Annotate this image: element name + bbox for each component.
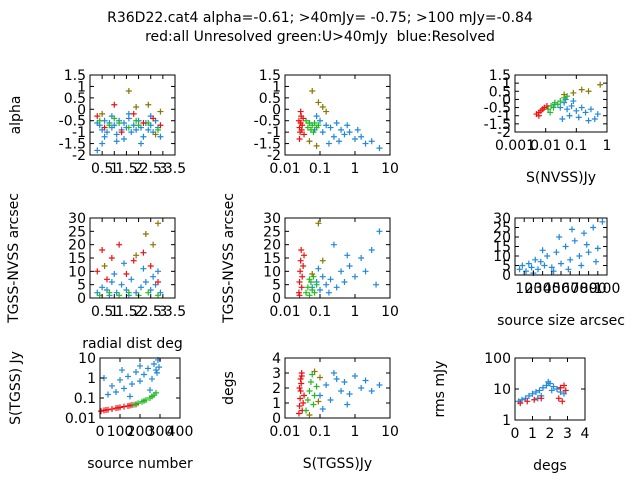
x-axis-label: source size arcsec	[497, 313, 625, 329]
x-tick-label: 4	[581, 426, 590, 442]
y-tick-label: 0	[272, 411, 281, 427]
y-tick-label: 30	[263, 211, 281, 227]
y-tick-label: 1	[87, 371, 96, 387]
x-tick-label: 1	[603, 138, 612, 154]
y-tick-label: 10	[78, 351, 96, 367]
x-tick-label: 3.5	[164, 304, 186, 320]
x-tick-label: 10	[381, 424, 399, 440]
x-tick-label: 1	[351, 424, 360, 440]
x-axis-label: S(NVSS)Jy	[526, 170, 596, 186]
y-tick-label: 30	[493, 211, 511, 227]
x-tick-label: 0.1	[309, 424, 331, 440]
x-tick-label: 0.1	[309, 161, 331, 177]
y-tick-label: 30	[68, 211, 86, 227]
x-tick-label: 1	[528, 426, 537, 442]
figure-canvas: R36D22.cat4 alpha=-0.61; >40mJy= -0.75; …	[0, 0, 640, 480]
y-axis-label: alpha	[8, 96, 24, 135]
x-tick-label: 0.1	[565, 138, 587, 154]
x-tick-label: 10	[381, 304, 399, 320]
x-axis-label: radial dist deg	[82, 336, 182, 352]
y-axis-label: degs	[221, 371, 237, 405]
y-tick-label: 1	[502, 413, 511, 429]
x-tick-label: 1	[351, 161, 360, 177]
x-tick-label: 0	[511, 426, 520, 442]
x-tick-label: 2	[546, 426, 555, 442]
x-tick-label: 3	[563, 426, 572, 442]
y-tick-label: 1.5	[259, 68, 281, 84]
figure-background	[0, 0, 640, 480]
x-axis-label: S(TGSS)Jy	[303, 456, 372, 472]
x-tick-label: 3.5	[164, 161, 186, 177]
x-axis-label: source number	[87, 456, 193, 472]
y-tick-label: 0.01	[65, 411, 96, 427]
x-tick-label: 100	[594, 281, 621, 297]
figure-title-line1: R36D22.cat4 alpha=-0.61; >40mJy= -0.75; …	[107, 10, 533, 26]
x-tick-label: 0.01	[530, 138, 561, 154]
figure-title-line2: red:all Unresolved green:U>40mJy  blue…	[145, 29, 495, 45]
y-axis-label: rms mJy	[432, 361, 448, 418]
y-axis-label: S(TGSS) Jy	[8, 351, 24, 425]
y-tick-label: 0.1	[74, 391, 96, 407]
y-tick-label: 1.5	[64, 68, 86, 84]
y-tick-label: 3	[272, 366, 281, 382]
y-tick-label: 1	[272, 396, 281, 412]
y-axis-label: TGSS-NVSS arcsec	[6, 193, 22, 324]
y-tick-label: 2	[272, 381, 281, 397]
y-axis-label: TGSS-NVSS arcsec	[221, 193, 237, 324]
x-tick-label: 400	[167, 424, 194, 440]
x-tick-label: 1	[351, 304, 360, 320]
y-tick-label: 4	[272, 351, 281, 367]
x-tick-label: 10	[381, 161, 399, 177]
y-tick-label: 10	[493, 382, 511, 398]
y-tick-label: 100	[484, 351, 511, 367]
x-axis-label: degs	[533, 458, 567, 474]
x-tick-label: 0	[96, 424, 105, 440]
y-tick-label: 1.5	[489, 68, 511, 84]
x-tick-label: 0.1	[309, 304, 331, 320]
